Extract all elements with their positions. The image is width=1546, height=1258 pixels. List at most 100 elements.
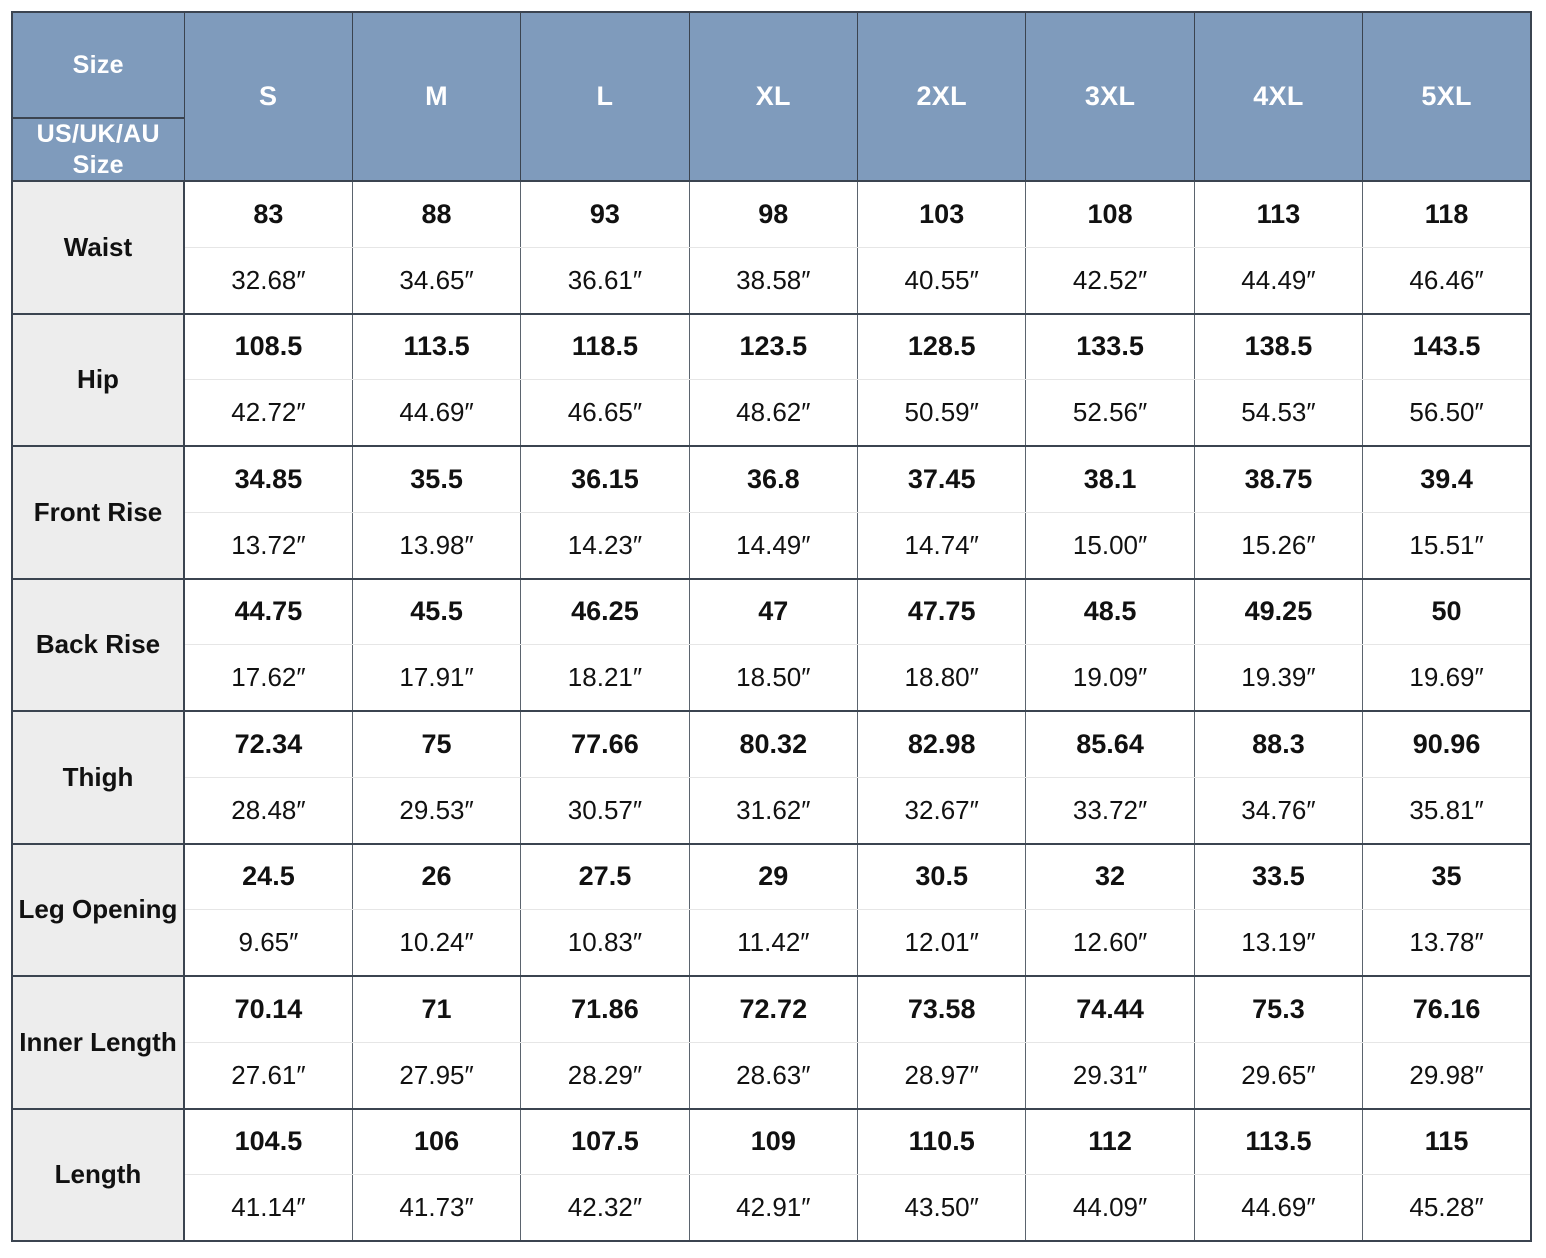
table-row: 42.72″ 44.69″ 46.65″ 48.62″ 50.59″ 52.56″ 54.5… [12,379,1532,448]
cell-length-l-inch: 42.32″ [520,1174,690,1243]
cell-leg-opening-4xl-inch: 13.19″ [1193,909,1364,978]
cell-front-rise-5xl-inch: 15.51″ [1362,511,1532,580]
cell-length-2xl-inch: 43.50″ [856,1174,1027,1243]
cell-leg-opening-m-cm: 26 [351,842,522,911]
cell-waist-2xl-inch: 40.55″ [856,246,1027,315]
cell-leg-opening-xl-cm: 29 [688,842,859,911]
header-region-size-label: US/UK/AU Size [36,120,160,179]
cell-hip-5xl-inch: 56.50″ [1362,379,1532,448]
cell-leg-opening-2xl-inch: 12.01″ [856,909,1027,978]
header-size-5xl: 5XL [1362,11,1532,182]
cell-thigh-3xl-inch: 33.72″ [1025,776,1195,845]
cell-length-xl-inch: 42.91″ [688,1174,859,1243]
row-label-length: Length [11,1107,185,1242]
cell-thigh-m-inch: 29.53″ [351,776,522,845]
cell-inner-length-4xl-cm: 75.3 [1193,974,1364,1043]
table-row: 13.72″ 13.98″ 14.23″ 14.49″ 14.74″ 15.00″ 15.2… [12,511,1532,580]
header-size-2xl: 2XL [856,11,1027,182]
cell-front-rise-4xl-inch: 15.26″ [1193,511,1364,580]
cell-leg-opening-l-inch: 10.83″ [520,909,690,978]
cell-length-l-cm: 107.5 [520,1107,690,1176]
header-size-4xl: 4XL [1193,11,1364,182]
cell-leg-opening-3xl-cm: 32 [1025,842,1195,911]
row-label-waist: Waist [11,180,185,315]
cell-inner-length-s-cm: 70.14 [183,974,353,1043]
table-row: Back Rise 44.75 45.5 46.25 47 47.75 48.5 49.25 5… [11,577,1532,712]
cell-inner-length-3xl-cm: 74.44 [1025,974,1195,1043]
cell-waist-m-cm: 88 [351,179,522,248]
cell-waist-3xl-inch: 42.52″ [1025,246,1195,315]
cell-length-xl-cm: 109 [688,1107,859,1176]
cell-front-rise-xl-cm: 36.8 [688,444,859,513]
cell-length-3xl-inch: 44.09″ [1025,1174,1195,1243]
cell-leg-opening-4xl-cm: 33.5 [1193,842,1364,911]
cell-hip-2xl-inch: 50.59″ [856,379,1027,448]
cell-leg-opening-s-cm: 24.5 [183,842,353,911]
header-size-s: S [183,11,353,182]
cell-back-rise-2xl-inch: 18.80″ [856,644,1027,713]
table-row: Front Rise 34.85 35.5 36.15 36.8 37.45 38.1 38.… [11,444,1532,580]
cell-front-rise-m-inch: 13.98″ [351,511,522,580]
cell-inner-length-l-inch: 28.29″ [520,1041,690,1110]
cell-inner-length-2xl-inch: 28.97″ [856,1041,1027,1110]
cell-length-m-cm: 106 [351,1107,522,1176]
cell-hip-s-cm: 108.5 [183,312,353,381]
table-row: 41.14″ 41.73″ 42.32″ 42.91″ 43.50″ 44.09″ 44.6… [12,1174,1532,1243]
table-row: Thigh 72.34 75 77.66 80.32 82.98 85.64 88.3 90.9… [11,709,1532,845]
size-chart-table: Size US/UK/AU Size S M L XL 2XL 3XL 4XL … [11,11,1532,1243]
cell-leg-opening-l-cm: 27.5 [520,842,690,911]
cell-hip-4xl-inch: 54.53″ [1193,379,1364,448]
cell-waist-3xl-cm: 108 [1025,179,1195,248]
cell-thigh-xl-cm: 80.32 [688,709,859,778]
table-body: Waist 83 88 93 98 103 108 113 118 32.68″ 34.65″ 36.… [11,179,1532,1243]
cell-waist-5xl-inch: 46.46″ [1362,246,1532,315]
row-label-leg-opening: Leg Opening [11,842,185,977]
cell-front-rise-xl-inch: 14.49″ [688,511,859,580]
cell-length-3xl-cm: 112 [1025,1107,1195,1176]
cell-thigh-2xl-inch: 32.67″ [856,776,1027,845]
cell-front-rise-2xl-inch: 14.74″ [856,511,1027,580]
header-corner-cell: Size US/UK/AU Size [11,11,185,182]
header-row: Size US/UK/AU Size S M L XL 2XL 3XL 4XL … [11,11,1532,182]
cell-thigh-s-cm: 72.34 [183,709,353,778]
cell-thigh-l-cm: 77.66 [520,709,690,778]
table-row: 32.68″ 34.65″ 36.61″ 38.58″ 40.55″ 42.52″ 44.4… [12,246,1532,315]
cell-front-rise-s-cm: 34.85 [183,444,353,513]
cell-hip-m-inch: 44.69″ [351,379,522,448]
cell-back-rise-5xl-inch: 19.69″ [1362,644,1532,713]
cell-inner-length-m-cm: 71 [351,974,522,1043]
cell-leg-opening-5xl-inch: 13.78″ [1362,909,1532,978]
cell-waist-l-inch: 36.61″ [520,246,690,315]
cell-back-rise-l-cm: 46.25 [520,577,690,646]
cell-inner-length-4xl-inch: 29.65″ [1193,1041,1364,1110]
cell-front-rise-l-cm: 36.15 [520,444,690,513]
table-row: Hip 108.5 113.5 118.5 123.5 128.5 133.5 138.5 14… [11,312,1532,447]
table-row: 28.48″ 29.53″ 30.57″ 31.62″ 32.67″ 33.72″ 34.7… [12,776,1532,845]
cell-waist-s-inch: 32.68″ [183,246,353,315]
cell-back-rise-2xl-cm: 47.75 [856,577,1027,646]
cell-thigh-4xl-inch: 34.76″ [1193,776,1364,845]
cell-back-rise-4xl-cm: 49.25 [1193,577,1364,646]
row-label-hip: Hip [11,312,185,447]
cell-waist-4xl-cm: 113 [1193,179,1364,248]
cell-front-rise-5xl-cm: 39.4 [1362,444,1532,513]
cell-leg-opening-5xl-cm: 35 [1362,842,1532,911]
cell-inner-length-m-inch: 27.95″ [351,1041,522,1110]
cell-front-rise-m-cm: 35.5 [351,444,522,513]
table-header: Size US/UK/AU Size S M L XL 2XL 3XL 4XL … [11,11,1532,182]
cell-thigh-4xl-cm: 88.3 [1193,709,1364,778]
cell-waist-xl-cm: 98 [688,179,859,248]
cell-leg-opening-s-inch: 9.65″ [183,909,353,978]
cell-waist-5xl-cm: 118 [1362,179,1532,248]
cell-back-rise-5xl-cm: 50 [1362,577,1532,646]
cell-leg-opening-xl-inch: 11.42″ [688,909,859,978]
cell-thigh-5xl-inch: 35.81″ [1362,776,1532,845]
table-row: 27.61″ 27.95″ 28.29″ 28.63″ 28.97″ 29.31″ 29.6… [12,1041,1532,1110]
row-label-inner-length: Inner Length [11,975,185,1110]
cell-front-rise-3xl-cm: 38.1 [1025,444,1195,513]
cell-waist-m-inch: 34.65″ [351,246,522,315]
cell-front-rise-3xl-inch: 15.00″ [1025,511,1195,580]
cell-hip-5xl-cm: 143.5 [1362,312,1532,381]
cell-length-4xl-cm: 113.5 [1193,1107,1364,1176]
cell-inner-length-5xl-inch: 29.98″ [1362,1041,1532,1110]
